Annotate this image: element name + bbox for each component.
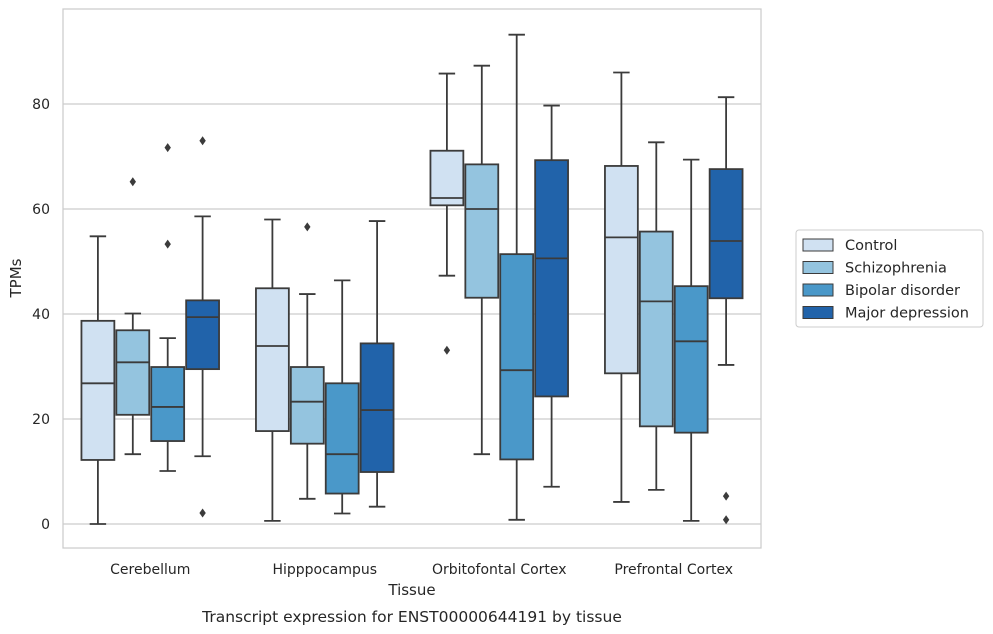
box-group — [499, 33, 535, 521]
y-tick-label: 80 — [32, 97, 50, 113]
legend-swatch — [802, 306, 834, 319]
box-group — [324, 279, 360, 515]
box-iqr — [604, 165, 639, 375]
y-axis-ticks: 0 20 40 60 80 — [32, 97, 50, 533]
y-tick-label: 0 — [41, 517, 50, 533]
x-axis-ticks: Cerebellum Hipppocampus Orbitofontal Corte… — [110, 562, 733, 578]
box-group — [534, 104, 569, 488]
y-axis-label: TPMs — [7, 258, 25, 298]
legend-label: Schizophrenia — [845, 261, 947, 277]
legend-swatch — [802, 283, 834, 297]
outlier-point — [722, 491, 730, 501]
box-iqr — [499, 253, 535, 461]
box-iqr — [115, 329, 151, 416]
x-tick-label: Hipppocampus — [272, 562, 377, 578]
box-iqr — [150, 366, 186, 442]
y-tick-label: 60 — [32, 202, 50, 218]
box-group — [289, 222, 325, 500]
outlier-point — [443, 345, 451, 355]
box-iqr — [289, 366, 325, 445]
box-group — [429, 72, 465, 355]
box-group — [708, 96, 744, 525]
outlier-point — [164, 239, 171, 249]
outlier-point — [129, 177, 136, 187]
legend-label: Bipolar disorder — [845, 283, 960, 299]
box-iqr — [534, 159, 569, 398]
chart-title: Transcript expression for ENST0000064419… — [201, 608, 622, 626]
legend-frame — [795, 229, 984, 328]
box-iqr — [464, 163, 500, 299]
box-group — [604, 71, 639, 503]
outlier-point — [722, 515, 730, 525]
box-group — [255, 218, 290, 522]
box-iqr — [255, 287, 290, 432]
box-plot-area — [80, 33, 744, 525]
y-tick-label: 20 — [32, 412, 50, 428]
legend-swatch — [802, 238, 834, 252]
box-group — [80, 235, 116, 525]
outlier-point — [164, 143, 171, 153]
box-group — [150, 143, 186, 472]
legend-swatch — [802, 261, 834, 274]
box-group — [638, 141, 674, 491]
box-iqr — [359, 342, 395, 473]
legend: Control Schizophrenia Bipolar disorder Majo… — [795, 229, 984, 328]
plot-frame — [62, 8, 762, 549]
box-iqr — [80, 319, 116, 461]
outlier-point — [304, 222, 311, 232]
box-iqr — [185, 299, 220, 371]
x-tick-label: Prefrontal Cortex — [614, 562, 733, 578]
box-iqr — [708, 168, 744, 300]
box-iqr — [324, 382, 360, 495]
box-group — [115, 177, 151, 456]
box-group — [359, 220, 395, 508]
box-group — [185, 136, 220, 518]
legend-label: Control — [845, 238, 897, 254]
x-tick-label: Orbitofontal Cortex — [432, 562, 567, 578]
x-axis-label: Tissue — [387, 581, 435, 599]
box-group — [673, 158, 709, 522]
outlier-point — [199, 508, 206, 518]
x-tick-label: Cerebellum — [110, 562, 190, 578]
box-iqr — [673, 285, 709, 434]
box-iqr — [429, 149, 465, 207]
outlier-point — [199, 136, 206, 146]
box-iqr — [638, 230, 674, 428]
y-tick-label: 40 — [32, 307, 50, 323]
box-group — [464, 64, 500, 456]
legend-label: Major depression — [845, 306, 969, 322]
